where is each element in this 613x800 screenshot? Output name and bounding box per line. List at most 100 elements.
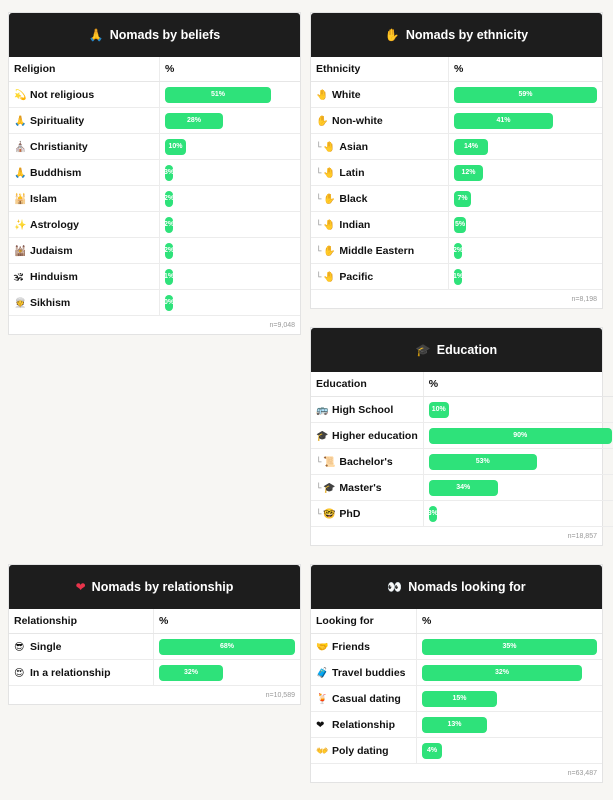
row-label-cell: 👳 Sikhism — [9, 289, 160, 316]
education-card-header: 🎓 Education — [311, 328, 602, 372]
percent-bar: 2% — [164, 190, 174, 207]
column-header-percent: % — [448, 57, 602, 82]
row-value-cell: 35% — [416, 633, 602, 660]
row-label: Astrology — [30, 218, 80, 231]
looking-for-card: 👀 Nomads looking for Looking for % 🤝 Frien… — [310, 564, 603, 783]
row-emoji-icon: 👐 — [316, 745, 329, 757]
card-title: Nomads by beliefs — [109, 28, 221, 42]
row-label: Latin — [339, 166, 365, 179]
ethnicity-card-header: ✋ Nomads by ethnicity — [311, 13, 602, 57]
row-label-cell: 🧳 Travel buddies — [311, 659, 417, 686]
hand-icon: ✋ — [384, 28, 400, 42]
percent-bar: 13% — [422, 716, 487, 733]
education-card: 🎓 Education Education % 🚌 High School 10% 🎓 H… — [310, 327, 613, 546]
table-row: └ 📜 Bachelor's 53% — [311, 448, 613, 475]
row-value-cell: 2% — [159, 185, 300, 212]
row-label-cell: └ ✋ Middle Eastern — [311, 237, 449, 264]
row-label: Bachelor's — [339, 455, 393, 468]
looking-for-card-header: 👀 Nomads looking for — [311, 565, 602, 609]
row-label: Higher education — [332, 429, 418, 442]
column-header-label: Ethnicity — [311, 57, 449, 82]
row-label-cell: 🎓 Higher education — [311, 422, 424, 449]
row-value-cell: 34% — [423, 474, 613, 501]
tree-branch-icon: └ — [316, 457, 322, 468]
row-label-cell: ❤ Relationship — [311, 711, 417, 738]
row-label-cell: ⛪ Christianity — [9, 133, 160, 160]
percent-bar: 53% — [428, 453, 537, 470]
table-row: 🙏 Spirituality 28% — [9, 107, 300, 134]
percent-bar: 15% — [422, 690, 497, 707]
row-label-cell: └ 🤚 Indian — [311, 211, 449, 238]
row-label: Christianity — [30, 140, 88, 153]
table-row: 💫 Not religious 51% — [9, 81, 300, 108]
percent-bar: 32% — [422, 664, 582, 681]
card-title: Nomads by relationship — [91, 580, 234, 594]
tree-branch-icon: └ — [316, 246, 322, 257]
eyes-icon: 👀 — [387, 580, 403, 594]
percent-bar: 10% — [428, 401, 449, 418]
row-emoji-icon: 🙏 — [14, 115, 27, 127]
row-value-cell: 12% — [448, 159, 602, 186]
row-emoji-icon: 💫 — [14, 89, 27, 101]
column-header-label: Religion — [9, 57, 160, 82]
row-label-cell: 👐 Poly dating — [311, 737, 417, 764]
table-row: 🤝 Friends 35% — [311, 633, 602, 660]
table-row: 🙏 Buddhism 3% — [9, 159, 300, 186]
row-label: Master's — [339, 481, 382, 494]
row-value-cell: 0% — [159, 289, 300, 316]
row-label: Asian — [339, 140, 369, 153]
row-label: Black — [339, 192, 368, 205]
row-emoji-icon: 👳 — [14, 297, 27, 309]
table-row: 👐 Poly dating 4% — [311, 737, 602, 764]
table-row: 🕌 Islam 2% — [9, 185, 300, 212]
column-header-percent: % — [153, 609, 300, 634]
tree-branch-icon: └ — [316, 509, 322, 520]
row-emoji-icon: 😍 — [14, 667, 25, 679]
relationship-table: Relationship % 😎 Single 68% 😍 In a relations… — [9, 609, 300, 686]
tree-branch-icon: └ — [316, 220, 322, 231]
row-label: Casual dating — [332, 692, 401, 705]
table-row: └ 🤚 Pacific 1% — [311, 263, 602, 290]
row-emoji-icon: 🙏 — [14, 167, 27, 179]
row-emoji-icon: 🕉 — [14, 271, 23, 283]
percent-bar: 51% — [165, 86, 271, 103]
percent-bar: 1% — [453, 268, 463, 285]
percent-bar: 10% — [165, 138, 186, 155]
percent-bar: 4% — [422, 742, 442, 759]
row-label-cell: 😍 In a relationship — [9, 659, 154, 686]
row-label-cell: └ 🤚 Asian — [311, 133, 449, 160]
column-header-percent: % — [423, 372, 613, 397]
row-label-cell: └ 🤓 PhD — [311, 500, 424, 527]
row-value-cell: 32% — [153, 659, 300, 686]
row-value-cell: 4% — [416, 737, 602, 764]
row-value-cell: 2% — [159, 237, 300, 264]
row-emoji-icon: ✋ — [323, 245, 336, 257]
row-emoji-icon: 🎓 — [316, 430, 329, 442]
row-emoji-icon: 🕌 — [14, 193, 27, 205]
percent-bar: 12% — [454, 164, 483, 181]
row-label-cell: └ 🎓 Master's — [311, 474, 424, 501]
card-title: Education — [436, 343, 498, 357]
row-label: PhD — [339, 507, 361, 520]
percent-bar: 0% — [164, 294, 174, 311]
row-value-cell: 3% — [159, 159, 300, 186]
row-emoji-icon: ⛪ — [14, 141, 27, 153]
row-label: Relationship — [332, 718, 396, 731]
row-label-cell: 🚌 High School — [311, 396, 424, 423]
beliefs-card: 🙏 Nomads by beliefs Religion % 💫 Not relig… — [8, 12, 301, 335]
tree-branch-icon: └ — [316, 168, 322, 179]
row-emoji-icon: 🤚 — [316, 89, 329, 101]
row-value-cell: 90% — [423, 422, 613, 449]
row-value-cell: 53% — [423, 448, 613, 475]
percent-bar: 3% — [428, 505, 438, 522]
table-row: 🤚 White 59% — [311, 81, 602, 108]
row-label: Friends — [332, 640, 370, 653]
education-table: Education % 🚌 High School 10% 🎓 Higher educa… — [311, 372, 613, 527]
percent-bar: 28% — [165, 112, 223, 129]
sample-size: n=63,487 — [567, 770, 597, 777]
row-value-cell: 68% — [153, 633, 300, 660]
tree-branch-icon: └ — [316, 272, 322, 283]
row-emoji-icon: ✋ — [316, 115, 329, 127]
row-emoji-icon: ✨ — [14, 219, 27, 231]
row-label: Not religious — [30, 88, 95, 101]
